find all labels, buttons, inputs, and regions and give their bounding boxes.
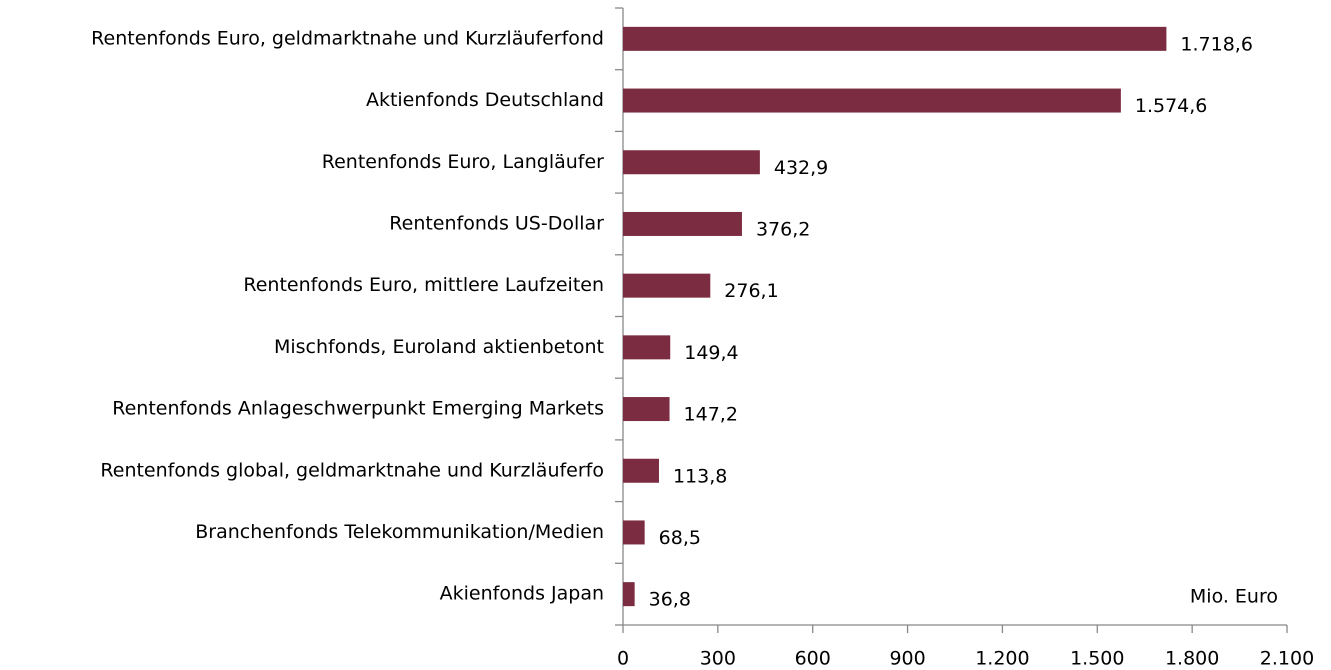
category-label: Rentenfonds Anlageschwerpunkt Emerging M… — [112, 398, 604, 420]
bar — [623, 26, 1167, 51]
bar — [623, 211, 742, 236]
value-label: 276,1 — [724, 280, 778, 302]
category-label: Aktienfonds Deutschland — [366, 89, 604, 111]
x-tick-label: 1.200 — [975, 648, 1029, 670]
value-label: 376,2 — [756, 218, 810, 240]
category-label: Rentenfonds US-Dollar — [389, 212, 604, 234]
bar — [623, 458, 659, 483]
unit-annotation: Mio. Euro — [1190, 586, 1278, 608]
bar — [623, 88, 1121, 113]
x-tick-label: 2.100 — [1260, 648, 1314, 670]
x-tick-label: 0 — [617, 648, 629, 670]
value-label: 36,8 — [649, 589, 691, 611]
value-label: 68,5 — [659, 527, 701, 549]
value-label: 113,8 — [673, 465, 727, 487]
value-label: 149,4 — [684, 342, 738, 364]
category-label: Mischfonds, Euroland aktienbetont — [274, 336, 604, 358]
category-label: Rentenfonds Euro, Langläufer — [322, 151, 604, 173]
value-label: 432,9 — [774, 157, 828, 179]
x-tick-label: 600 — [795, 648, 831, 670]
value-label: 1.574,6 — [1135, 95, 1208, 117]
value-label: 147,2 — [684, 404, 738, 426]
category-label: Rentenfonds global, geldmarktnahe und Ku… — [100, 459, 604, 481]
x-tick-label: 1.800 — [1165, 648, 1219, 670]
x-tick-label: 1.500 — [1070, 648, 1124, 670]
bar — [623, 582, 635, 607]
bar — [623, 150, 760, 175]
bar — [623, 335, 671, 360]
category-label: Branchenfonds Telekommunikation/Medien — [195, 521, 604, 543]
category-label: Akienfonds Japan — [440, 583, 604, 605]
bar — [623, 520, 645, 545]
category-label: Rentenfonds Euro, mittlere Laufzeiten — [243, 274, 604, 296]
x-tick-label: 900 — [889, 648, 925, 670]
x-tick-label: 300 — [700, 648, 736, 670]
bar — [623, 397, 670, 422]
bar — [623, 273, 711, 298]
category-label: Rentenfonds Euro, geldmarktnahe und Kurz… — [91, 27, 604, 49]
value-label: 1.718,6 — [1180, 33, 1253, 55]
